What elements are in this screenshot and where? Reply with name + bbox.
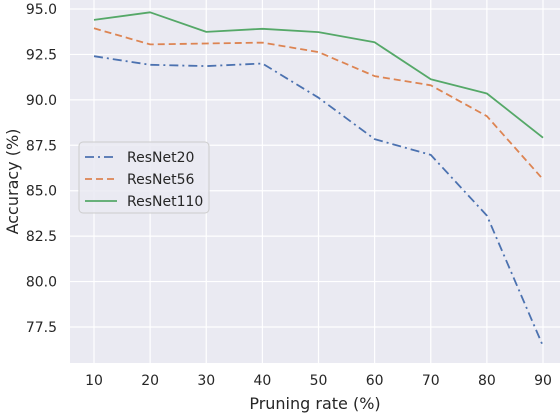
y-tick-label: 77.5 bbox=[26, 320, 57, 336]
x-axis-label: Pruning rate (%) bbox=[249, 394, 380, 413]
x-axis-ticks: 10 20 30 40 50 60 70 80 90 bbox=[85, 373, 552, 389]
series-line-resnet56 bbox=[93, 27, 544, 180]
legend-box bbox=[78, 141, 210, 214]
y-tick-label: 90.0 bbox=[26, 93, 57, 109]
y-tick-label: 80.0 bbox=[26, 275, 57, 291]
series-line-resnet110 bbox=[93, 11, 544, 139]
x-tick-label: 50 bbox=[310, 373, 328, 389]
x-tick-label: 70 bbox=[422, 373, 440, 389]
x-tick-label: 20 bbox=[141, 373, 159, 389]
x-tick-label: 90 bbox=[534, 373, 552, 389]
x-tick-label: 10 bbox=[85, 373, 103, 389]
x-tick-label: 60 bbox=[366, 373, 384, 389]
y-tick-label: 82.5 bbox=[26, 229, 57, 245]
y-axis-label: Accuracy (%) bbox=[3, 129, 22, 235]
y-tick-label: 92.5 bbox=[26, 47, 57, 63]
series-line-resnet20 bbox=[93, 55, 544, 347]
legend-label: ResNet56 bbox=[127, 172, 194, 188]
legend-label: ResNet20 bbox=[127, 150, 194, 166]
y-axis-ticks: 77.5 80.0 82.5 85.0 87.5 90.0 92.5 95.0 bbox=[26, 2, 57, 336]
series-lines bbox=[93, 11, 544, 347]
y-tick-label: 85.0 bbox=[26, 184, 57, 200]
y-tick-label: 87.5 bbox=[26, 138, 57, 154]
y-tick-label: 95.0 bbox=[26, 2, 57, 18]
x-tick-label: 40 bbox=[253, 373, 271, 389]
x-tick-label: 30 bbox=[197, 373, 215, 389]
x-tick-label: 80 bbox=[478, 373, 496, 389]
legend: ResNet20 ResNet56 ResNet110 bbox=[78, 141, 210, 214]
grid-lines bbox=[70, 0, 560, 363]
legend-label: ResNet110 bbox=[127, 194, 203, 210]
